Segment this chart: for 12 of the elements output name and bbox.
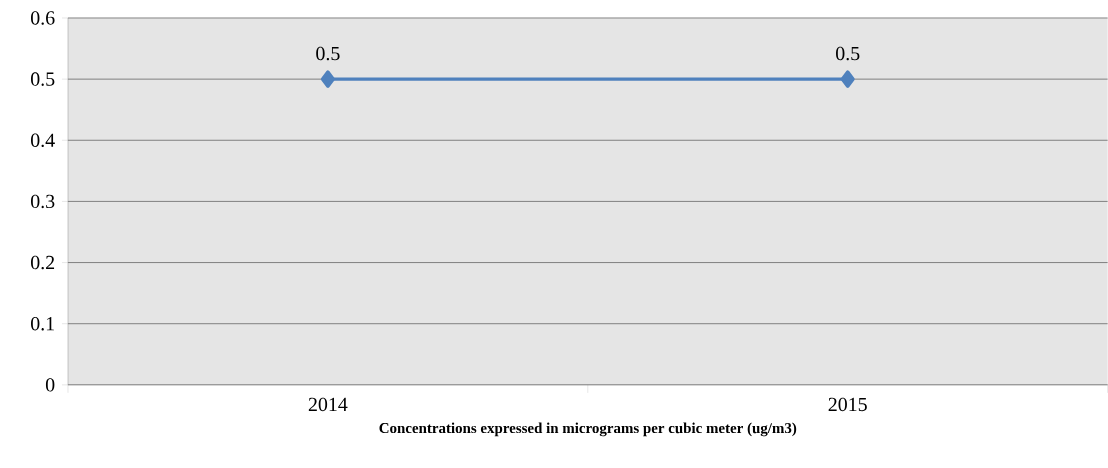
x-tick-label: 2015 xyxy=(828,397,867,412)
y-tick-label: 0.2 xyxy=(31,255,55,270)
y-tick-label: 0.5 xyxy=(31,72,55,86)
data-label: 0.5 xyxy=(316,46,340,61)
x-tick-label: 2014 xyxy=(308,397,348,412)
y-tick-label: 0 xyxy=(45,378,55,392)
y-tick-label: 0.3 xyxy=(31,194,55,209)
y-tick-label: 0.1 xyxy=(31,317,54,331)
y-tick-label: 0.4 xyxy=(31,133,55,148)
x-axis-title: Concentrations expressed in micrograms per cubic meter (ug/m3) xyxy=(379,422,797,437)
data-label: 0.5 xyxy=(836,46,860,61)
y-tick-label: 0.6 xyxy=(31,11,55,25)
